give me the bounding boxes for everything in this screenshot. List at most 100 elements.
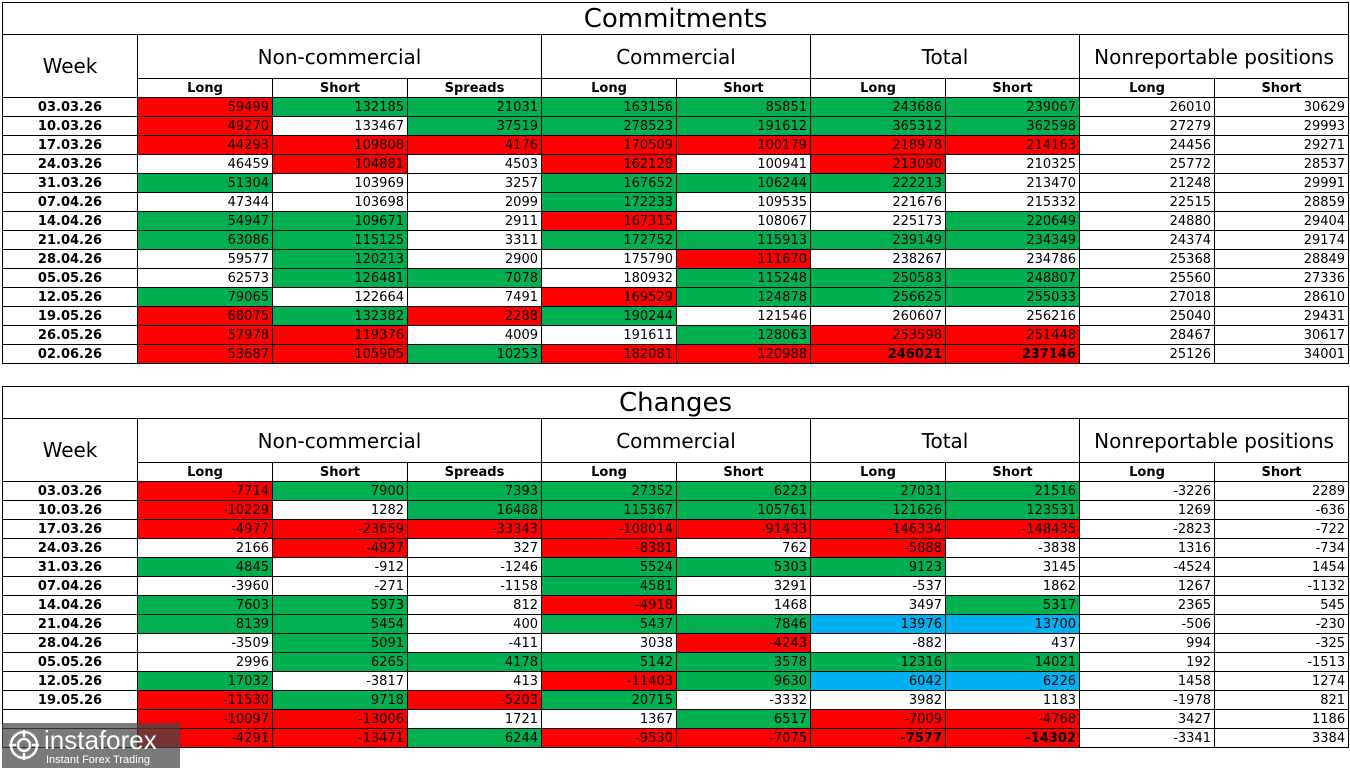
value-cell: 16488 (407, 500, 542, 520)
value-cell: 1267 (1079, 576, 1215, 596)
value-cell: 47344 (137, 192, 273, 212)
value-cell: 27279 (1079, 116, 1215, 136)
value-cell: 28849 (1213, 249, 1350, 269)
value-cell: -1513 (1213, 652, 1350, 672)
value-cell: 2099 (407, 192, 542, 212)
value-cell: 5973 (272, 595, 408, 615)
table-row: -4291 -13471 6244 -9530 -7075 -7577 -14302 -334… (2, 728, 1350, 748)
value-cell: 243686 (810, 97, 946, 117)
value-cell: -3817 (272, 671, 408, 691)
column-subheader: Long (541, 462, 677, 482)
value-cell: 218978 (810, 135, 946, 155)
group-header-total: Total (810, 34, 1080, 79)
table-row: 14.04.26 7603 5973 812 -4918 1468 3497 5317 2365… (2, 595, 1350, 615)
value-cell: -9530 (541, 728, 677, 748)
value-cell: -13006 (272, 709, 408, 729)
value-cell: -537 (810, 576, 946, 596)
value-cell: 29991 (1213, 173, 1350, 193)
value-cell: 2900 (407, 249, 542, 269)
value-cell: 6265 (272, 652, 408, 672)
value-cell: -2823 (1079, 519, 1215, 539)
value-cell: 362598 (945, 116, 1080, 136)
value-cell: 10253 (407, 344, 542, 364)
week-cell: 03.03.26 (2, 97, 138, 117)
value-cell: -14302 (945, 728, 1080, 748)
value-cell: 29993 (1213, 116, 1350, 136)
week-cell: 12.05.26 (2, 671, 138, 691)
value-cell: 123531 (945, 500, 1080, 520)
value-cell: 20715 (541, 690, 677, 710)
value-cell: -3838 (945, 538, 1080, 558)
value-cell: 1721 (407, 709, 542, 729)
value-cell: 222213 (810, 173, 946, 193)
value-cell: 21031 (407, 97, 542, 117)
value-cell: -108014 (541, 519, 677, 539)
value-cell: 437 (945, 633, 1080, 653)
value-cell: 256625 (810, 287, 946, 307)
value-cell: 3427 (1079, 709, 1215, 729)
value-cell: 255033 (945, 287, 1080, 307)
table-row: 24.03.26 46459 104881 4503 162128 100941 21309… (2, 154, 1350, 174)
value-cell: 167315 (541, 211, 677, 231)
value-cell: -8381 (541, 538, 677, 558)
value-cell: 28467 (1079, 325, 1215, 345)
value-cell: 7603 (137, 595, 273, 615)
value-cell: 175790 (541, 249, 677, 269)
value-cell: 182081 (541, 344, 677, 364)
week-cell: 19.05.26 (2, 306, 138, 326)
column-subheader: Long (541, 78, 677, 98)
value-cell: -722 (1213, 519, 1350, 539)
value-cell: 6517 (676, 709, 811, 729)
week-cell: 17.03.26 (2, 519, 138, 539)
value-cell: 29404 (1213, 211, 1350, 231)
value-cell: 225173 (810, 211, 946, 231)
value-cell: -325 (1213, 633, 1350, 653)
week-header: Week (2, 418, 138, 482)
value-cell: 821 (1213, 690, 1350, 710)
value-cell: 57978 (137, 325, 273, 345)
value-cell: 213090 (810, 154, 946, 174)
value-cell: -912 (272, 557, 408, 577)
value-cell: 4581 (541, 576, 677, 596)
value-cell: 108067 (676, 211, 811, 231)
value-cell: -734 (1213, 538, 1350, 558)
table-row: 31.03.26 51304 103969 3257 167652 106244 22221… (2, 173, 1350, 193)
value-cell: 103698 (272, 192, 408, 212)
value-cell: 6226 (945, 671, 1080, 691)
column-subheader: Short (676, 462, 811, 482)
value-cell: 115248 (676, 268, 811, 288)
value-cell: 85851 (676, 97, 811, 117)
value-cell: 7846 (676, 614, 811, 634)
value-cell: -5203 (407, 690, 542, 710)
brand-tagline: Instant Forex Trading (46, 754, 150, 766)
value-cell: 53687 (137, 344, 273, 364)
value-cell: 1468 (676, 595, 811, 615)
week-header: Week (2, 34, 138, 98)
week-cell: 31.03.26 (2, 557, 138, 577)
value-cell: -1978 (1079, 690, 1215, 710)
week-cell: 21.04.26 (2, 614, 138, 634)
value-cell: 234349 (945, 230, 1080, 250)
value-cell: 213470 (945, 173, 1080, 193)
value-cell: -4927 (272, 538, 408, 558)
value-cell: 44293 (137, 135, 273, 155)
value-cell: 105905 (272, 344, 408, 364)
value-cell: -7009 (810, 709, 946, 729)
column-subheader: Long (1079, 462, 1215, 482)
value-cell: 162128 (541, 154, 677, 174)
value-cell: 100941 (676, 154, 811, 174)
value-cell: 1458 (1079, 671, 1215, 691)
value-cell: 79065 (137, 287, 273, 307)
value-cell: 251448 (945, 325, 1080, 345)
value-cell: 1454 (1213, 557, 1350, 577)
value-cell: 122664 (272, 287, 408, 307)
value-cell: 545 (1213, 595, 1350, 615)
changes-title: Changes (1, 386, 1350, 419)
value-cell: 29271 (1213, 135, 1350, 155)
value-cell: 327 (407, 538, 542, 558)
value-cell: -3332 (676, 690, 811, 710)
week-cell: 10.03.26 (2, 500, 138, 520)
week-cell: 28.04.26 (2, 249, 138, 269)
value-cell: 46459 (137, 154, 273, 174)
week-cell: 21.04.26 (2, 230, 138, 250)
